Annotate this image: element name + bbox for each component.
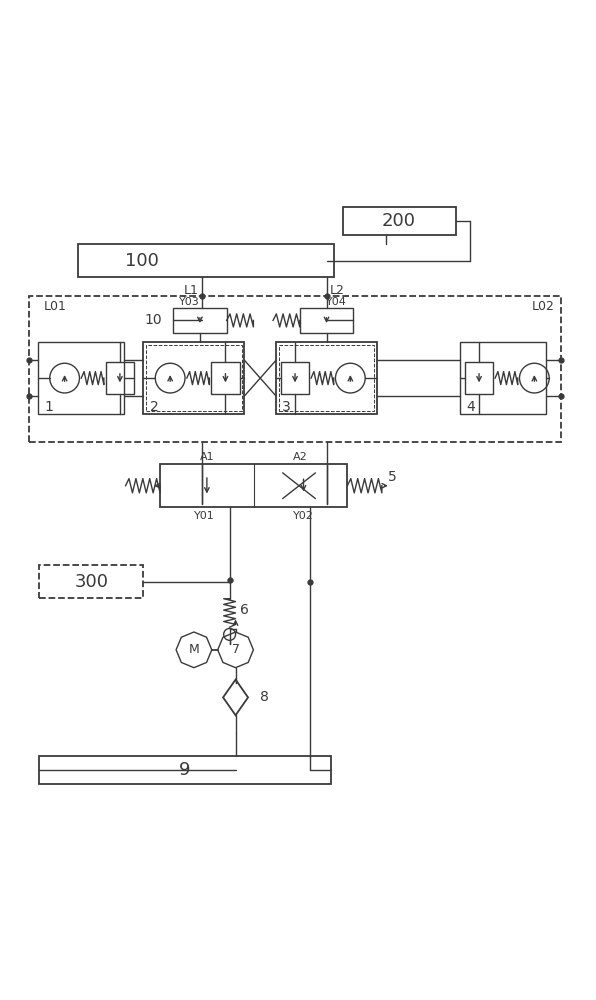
Bar xyxy=(39,756,331,784)
Bar xyxy=(144,342,244,414)
Bar xyxy=(173,308,226,333)
Text: Y04: Y04 xyxy=(327,297,347,307)
Text: L2: L2 xyxy=(330,284,344,297)
Bar xyxy=(39,565,144,598)
Text: 2: 2 xyxy=(150,400,159,414)
Text: 100: 100 xyxy=(125,252,159,270)
Text: 5: 5 xyxy=(387,470,396,484)
Bar xyxy=(160,464,347,507)
Bar xyxy=(343,207,455,235)
Bar xyxy=(279,345,374,411)
Text: L1: L1 xyxy=(184,284,198,297)
Text: 4: 4 xyxy=(466,400,475,414)
Bar xyxy=(276,342,377,414)
Text: 7: 7 xyxy=(232,643,240,656)
Bar xyxy=(460,342,547,414)
Text: 8: 8 xyxy=(260,690,269,704)
Text: M: M xyxy=(188,643,199,656)
Text: A2: A2 xyxy=(293,452,308,462)
Text: L02: L02 xyxy=(532,300,554,313)
Text: Y03: Y03 xyxy=(179,297,200,307)
Text: 9: 9 xyxy=(179,761,191,779)
Bar xyxy=(281,362,309,394)
Text: 1: 1 xyxy=(44,400,53,414)
Text: A1: A1 xyxy=(200,452,214,462)
Text: 200: 200 xyxy=(382,212,416,230)
Bar xyxy=(147,345,241,411)
Bar xyxy=(211,362,240,394)
Text: L01: L01 xyxy=(44,300,67,313)
Text: 10: 10 xyxy=(145,313,163,327)
Bar xyxy=(38,342,124,414)
Bar xyxy=(105,362,134,394)
Text: 3: 3 xyxy=(283,400,291,414)
Text: 6: 6 xyxy=(240,603,249,617)
Text: Y02: Y02 xyxy=(293,511,314,521)
Text: Y01: Y01 xyxy=(194,511,215,521)
Text: 300: 300 xyxy=(74,573,108,591)
Bar xyxy=(29,296,561,442)
Bar xyxy=(78,244,334,277)
Bar xyxy=(465,362,493,394)
Bar xyxy=(300,308,353,333)
